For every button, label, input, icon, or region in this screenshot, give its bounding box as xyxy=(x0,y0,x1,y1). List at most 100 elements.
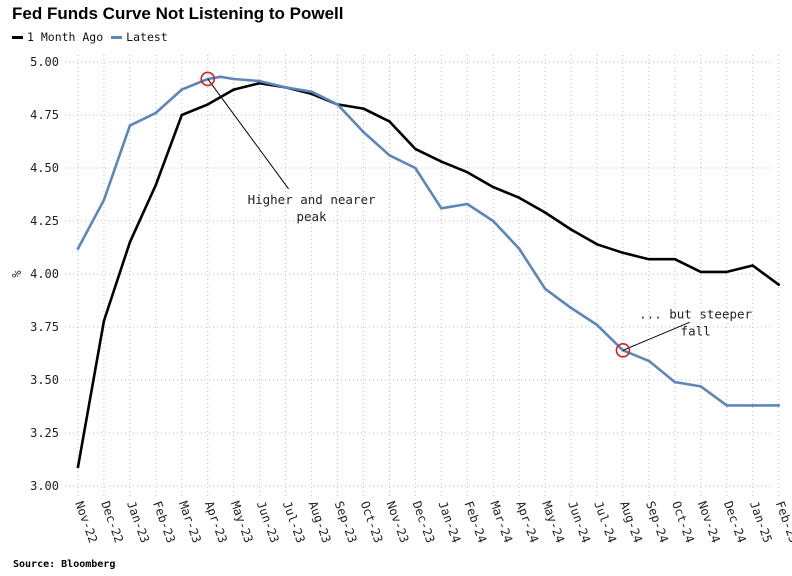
y-tick-label: 4.00 xyxy=(30,267,59,281)
data-point-latest xyxy=(102,198,106,202)
data-point-1-month-ago xyxy=(725,270,729,274)
data-point-latest xyxy=(154,111,158,115)
x-tick-label: Jun-23 xyxy=(254,499,282,545)
chart-title: Fed Funds Curve Not Listening to Powell xyxy=(12,4,344,23)
data-point-latest xyxy=(569,306,573,310)
y-tick-label: 4.25 xyxy=(30,214,59,228)
data-point-1-month-ago xyxy=(76,465,80,469)
x-tick-label: Oct-24 xyxy=(669,499,697,545)
data-point-1-month-ago xyxy=(128,240,132,244)
data-point-latest xyxy=(673,380,677,384)
data-point-latest xyxy=(76,247,80,250)
x-tick-label: Apr-24 xyxy=(513,499,541,545)
x-tick-label: Nov-24 xyxy=(695,499,723,545)
x-tick-label: Dec-22 xyxy=(98,499,126,545)
data-point-1-month-ago xyxy=(751,264,754,267)
x-tick-label: Dec-24 xyxy=(721,499,749,545)
data-point-1-month-ago xyxy=(673,257,677,261)
x-tick-label: Sep-23 xyxy=(332,499,360,545)
data-point-latest xyxy=(388,153,391,157)
x-tick-label: Jul-23 xyxy=(280,499,308,545)
data-point-latest xyxy=(543,287,547,291)
data-point-1-month-ago xyxy=(517,196,521,199)
data-point-latest xyxy=(310,90,313,93)
annotation-leader-line xyxy=(207,78,289,190)
x-tick-label: Nov-23 xyxy=(384,499,412,545)
y-tick-label: 3.75 xyxy=(30,320,59,334)
data-point-latest xyxy=(258,79,261,83)
annotation-label: peak xyxy=(296,209,327,224)
annotation-marker xyxy=(200,71,216,87)
x-tick-label: Mar-24 xyxy=(487,499,515,545)
data-point-1-month-ago xyxy=(206,103,210,106)
data-point-latest xyxy=(440,206,443,210)
x-tick-label: Nov-22 xyxy=(72,499,100,545)
x-tick-label: Mar-23 xyxy=(176,499,204,545)
data-point-1-month-ago xyxy=(362,107,365,110)
data-point-latest xyxy=(699,385,703,388)
data-point-latest xyxy=(219,75,223,79)
annotation-label: fall xyxy=(681,323,711,338)
annotation-label: ... but steeper xyxy=(639,306,752,321)
data-point-latest xyxy=(595,323,599,327)
x-tick-label: Jan-24 xyxy=(435,499,463,545)
data-point-1-month-ago xyxy=(465,170,469,174)
legend-swatch-1-month-ago xyxy=(12,35,23,39)
data-point-1-month-ago xyxy=(180,113,184,117)
y-tick-label: 3.50 xyxy=(30,373,59,387)
series-line-latest xyxy=(76,75,780,407)
data-point-1-month-ago xyxy=(154,183,158,187)
data-point-1-month-ago xyxy=(595,243,599,246)
data-point-latest xyxy=(336,103,339,106)
series-line-1-month-ago xyxy=(76,81,780,469)
data-point-latest xyxy=(180,88,184,91)
legend-item-latest: Latest xyxy=(111,30,168,44)
y-tick-label: 3.25 xyxy=(30,426,59,440)
y-tick-label: 4.50 xyxy=(30,161,59,175)
legend-label-1-month-ago: 1 Month Ago xyxy=(27,30,104,44)
data-point-1-month-ago xyxy=(388,120,391,123)
x-tick-label: Oct-23 xyxy=(358,499,386,545)
x-tick-label: Jan-25 xyxy=(747,499,775,545)
x-tick-label: Aug-24 xyxy=(617,499,645,545)
x-tick-label: Apr-23 xyxy=(202,499,230,545)
data-point-latest xyxy=(128,124,132,127)
data-point-1-month-ago xyxy=(569,228,573,231)
annotation-label: Higher and nearer xyxy=(248,192,376,207)
data-point-1-month-ago xyxy=(621,251,625,255)
x-tick-label: Feb-25 xyxy=(773,499,792,545)
legend-swatch-latest xyxy=(111,35,123,39)
data-point-1-month-ago xyxy=(777,283,780,286)
legend-label-latest: Latest xyxy=(126,30,168,44)
data-point-latest xyxy=(491,219,495,223)
annotation-marker xyxy=(615,343,631,358)
data-point-latest xyxy=(725,404,729,407)
data-point-latest xyxy=(414,166,417,170)
data-point-1-month-ago xyxy=(699,270,703,274)
source-note: Source: Bloomberg xyxy=(13,559,116,570)
data-point-latest xyxy=(751,404,754,407)
x-tick-label: May-24 xyxy=(539,499,567,545)
data-point-1-month-ago xyxy=(491,185,495,189)
x-tick-label: Dec-23 xyxy=(410,499,438,545)
data-point-latest xyxy=(517,247,521,250)
legend: 1 Month Ago Latest xyxy=(12,29,168,45)
data-point-latest xyxy=(284,86,287,89)
x-tick-label: Sep-24 xyxy=(643,499,671,545)
x-tick-label: Aug-23 xyxy=(306,499,334,545)
data-point-1-month-ago xyxy=(232,88,235,91)
data-point-1-month-ago xyxy=(414,147,417,151)
y-tick-label: 4.75 xyxy=(30,108,59,122)
data-point-latest xyxy=(647,359,651,363)
x-tick-label: Feb-24 xyxy=(461,499,489,545)
x-tick-label: Jan-23 xyxy=(124,499,152,545)
data-point-1-month-ago xyxy=(440,160,443,163)
data-point-1-month-ago xyxy=(102,319,106,322)
x-tick-label: Jul-24 xyxy=(591,499,619,545)
data-point-latest xyxy=(232,77,235,81)
y-axis-label: % xyxy=(10,270,24,278)
data-point-latest xyxy=(465,202,469,206)
data-point-1-month-ago xyxy=(647,257,651,261)
legend-item-1-month-ago: 1 Month Ago xyxy=(12,30,103,44)
